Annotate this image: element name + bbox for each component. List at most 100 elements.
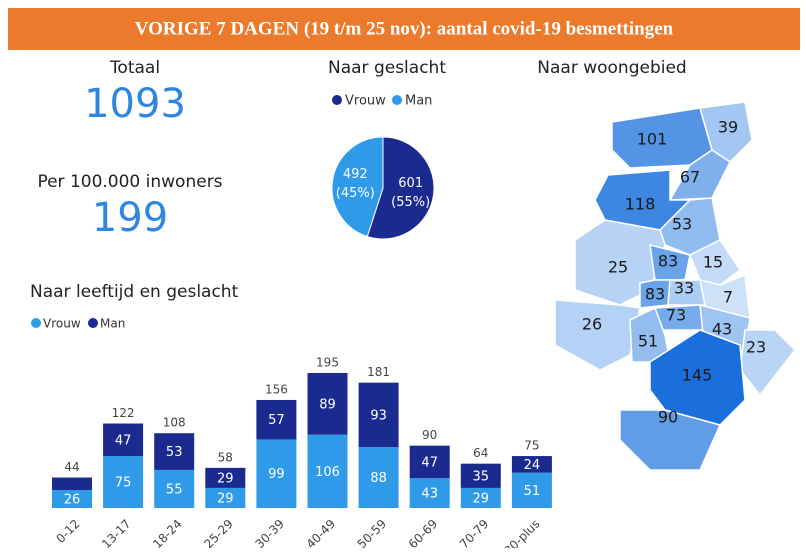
pie-title: Naar geslacht: [328, 58, 446, 78]
total-label: 90: [422, 428, 437, 442]
slice-label: 492: [343, 167, 368, 182]
segment-label: 29: [217, 491, 234, 506]
bar-segment: [103, 456, 144, 508]
x-tick-label: 18-24: [150, 517, 185, 548]
bar-segment: [511, 456, 552, 473]
segment-label: 51: [524, 484, 541, 499]
slice-percent: (45%): [336, 186, 375, 201]
total-label: 64: [473, 446, 488, 460]
total-label: 108: [163, 416, 186, 430]
region-label: 51: [638, 332, 658, 351]
segment-label: 43: [421, 487, 438, 502]
x-tick-label: 70-79: [457, 517, 492, 548]
x-tick-label: 13-17: [99, 517, 134, 548]
bar-segment: [460, 487, 501, 508]
slice-percent: (55%): [391, 195, 430, 210]
segment-label: 47: [421, 455, 438, 470]
bar-segment: [358, 447, 399, 508]
legend-swatch: [332, 95, 342, 105]
x-tick-label: 80-plus: [501, 517, 542, 548]
bar-segment: [307, 434, 348, 508]
segment-label: 35: [473, 469, 490, 484]
segment-label: 106: [315, 465, 340, 480]
region-label: 145: [682, 366, 713, 385]
legend-label: Vrouw: [43, 317, 81, 331]
legend-label: Man: [405, 94, 432, 109]
legend-swatch: [392, 95, 402, 105]
segment-label: 88: [370, 471, 387, 486]
bar-title: Naar leeftijd en geslacht: [30, 282, 239, 302]
region-label: 53: [672, 215, 692, 234]
x-tick-label: 60-69: [406, 517, 441, 548]
total-label: 181: [367, 365, 390, 379]
legend-label: Man: [100, 317, 125, 331]
bar-segment: [358, 382, 399, 448]
total-label: 44: [64, 460, 79, 474]
x-tick-label: 25-29: [201, 517, 236, 548]
segment-label: 47: [115, 433, 132, 448]
region-label: 33: [674, 279, 694, 298]
region-label: 83: [645, 285, 665, 304]
bar-segment: [307, 372, 348, 435]
bar-segment: [154, 469, 195, 508]
region-label: 23: [746, 338, 766, 357]
map-region: [619, 409, 722, 471]
segment-label: 29: [473, 491, 490, 506]
pie-slice: [331, 136, 384, 238]
region-label: 25: [608, 258, 628, 277]
segment-label: 24: [524, 458, 541, 473]
segment-label: 29: [217, 471, 234, 486]
total-label: 122: [112, 406, 135, 420]
map-title: Naar woongebied: [537, 58, 686, 78]
slice-label: 601: [398, 176, 423, 191]
region-label: 43: [712, 320, 732, 339]
region-label: 73: [666, 306, 686, 325]
region-label: 83: [658, 252, 678, 271]
map-region: [649, 329, 746, 426]
x-tick-label: 50-59: [355, 517, 390, 548]
segment-label: 99: [268, 467, 285, 482]
pie-slice: [366, 136, 435, 240]
legend-swatch: [31, 318, 41, 328]
bar-segment: [256, 399, 297, 440]
bar-segment: [409, 445, 450, 479]
bar-segment: [103, 423, 144, 457]
region-label: 26: [582, 315, 602, 334]
map-region: [629, 306, 671, 363]
x-tick-label: 40-49: [304, 517, 339, 548]
total-label: 156: [265, 382, 288, 396]
bar-segment: [154, 433, 195, 470]
region-label: 15: [703, 253, 723, 272]
segment-label: 57: [268, 413, 285, 428]
bar-segment: [511, 472, 552, 508]
bar-segment: [205, 467, 246, 488]
segment-label: 53: [166, 445, 183, 460]
kpi-value: 1093: [84, 81, 186, 127]
legend-label: Vrouw: [345, 94, 386, 109]
bar-segment: [256, 439, 297, 508]
bar-segment: [205, 487, 246, 508]
x-tick-label: 0-12: [53, 517, 82, 546]
map-region: [689, 239, 742, 286]
legend-swatch: [88, 318, 98, 328]
region-label: 90: [658, 408, 678, 427]
bar-segment: [52, 477, 92, 490]
segment-label: 55: [166, 482, 183, 497]
map-region: [554, 299, 641, 371]
segment-label: 26: [64, 492, 81, 507]
region-label: 101: [637, 130, 668, 149]
total-label: 58: [218, 450, 233, 464]
bar-segment: [460, 463, 501, 488]
kpi-value: 199: [92, 195, 168, 241]
region-label: 39: [718, 118, 738, 137]
bar-segment: [409, 478, 450, 508]
header-title: VORIGE 7 DAGEN (19 t/m 25 nov): aantal c…: [135, 18, 674, 39]
region-label: 118: [625, 195, 656, 214]
region-label: 67: [680, 168, 700, 187]
map-region: [668, 149, 731, 201]
region-label: 7: [723, 288, 733, 307]
x-tick-label: 30-39: [252, 517, 287, 548]
segment-label: 75: [115, 476, 132, 491]
total-label: 195: [316, 355, 339, 369]
